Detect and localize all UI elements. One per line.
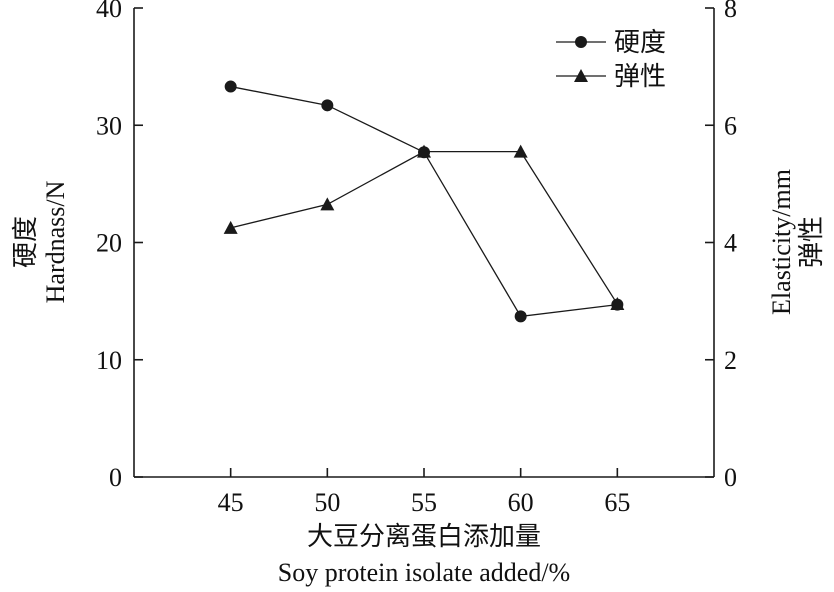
- right-tick-label: 4: [724, 229, 737, 258]
- series-line-hardness: [230, 85, 618, 318]
- data-point-elasticity: [223, 220, 238, 234]
- data-point-hardness: [514, 310, 527, 323]
- legend-marker-triangle: [574, 69, 588, 82]
- left-axis-title: 硬度 Hardnass/N: [11, 180, 70, 303]
- legend-item-elasticity: 弹性: [556, 62, 666, 92]
- data-point-hardness: [321, 99, 334, 112]
- right-axis-title-cn: 弹性: [797, 216, 826, 268]
- data-point-elasticity: [513, 144, 528, 158]
- data-point-elasticity: [610, 297, 625, 311]
- legend: 硬度 弹性: [556, 28, 666, 92]
- legend-item-hardness: 硬度: [556, 28, 666, 58]
- left-axis-title-cn: 硬度: [11, 216, 40, 268]
- legend-label-elasticity: 弹性: [614, 62, 666, 92]
- right-tick-label: 0: [724, 463, 737, 492]
- x-tick-label: 45: [218, 488, 244, 517]
- right-tick-label: 8: [724, 0, 737, 23]
- data-point-elasticity: [320, 197, 335, 211]
- x-tick-label: 65: [604, 488, 630, 517]
- tick-marks: 0 10 20 30 40 0 2 4 6 8 45 50 55 60 65: [96, 0, 737, 517]
- x-tick-label: 55: [411, 488, 437, 517]
- x-tick-label: 50: [314, 488, 340, 517]
- right-tick-label: 2: [724, 346, 737, 375]
- left-tick-label: 10: [96, 346, 122, 375]
- x-tick-label: 60: [508, 488, 534, 517]
- left-tick-label: 0: [109, 463, 122, 492]
- left-tick-label: 20: [96, 229, 122, 258]
- left-axis-title-en: Hardnass/N: [41, 180, 70, 303]
- left-tick-label: 30: [96, 111, 122, 140]
- x-axis-title-cn: 大豆分离蛋白添加量: [307, 522, 541, 551]
- series: [223, 80, 625, 323]
- data-point-hardness: [224, 80, 237, 93]
- x-axis-title-en: Soy protein isolate added/%: [278, 558, 570, 587]
- legend-label-hardness: 硬度: [614, 28, 666, 58]
- data-point-elasticity: [417, 144, 431, 158]
- series-line-elasticity: [230, 150, 618, 305]
- right-axis-title: Elasticity/mm 弹性: [767, 169, 826, 315]
- right-tick-label: 6: [724, 111, 737, 140]
- right-axis-title-en: Elasticity/mm: [767, 169, 796, 315]
- legend-marker-circle: [575, 36, 587, 48]
- left-tick-label: 40: [96, 0, 122, 23]
